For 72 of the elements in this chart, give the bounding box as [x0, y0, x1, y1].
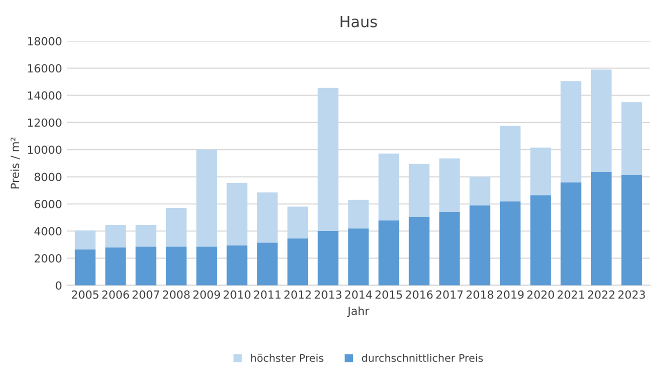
x-tick-label: 2021 — [558, 290, 584, 299]
bar — [257, 192, 278, 243]
bar — [560, 182, 582, 286]
bar — [591, 70, 612, 172]
bar — [74, 249, 96, 286]
y-tick-label: 10000 — [28, 146, 62, 154]
bar — [621, 174, 642, 286]
bar — [348, 200, 369, 228]
x-axis-title: Jahr — [347, 306, 370, 318]
bar — [530, 195, 551, 286]
x-tick-label: 2011 — [254, 290, 280, 299]
bar — [318, 88, 338, 232]
x-tick-label: 2017 — [436, 290, 463, 299]
x-tick-label: 2022 — [588, 290, 614, 299]
bar — [318, 231, 338, 286]
legend-label: höchster Preis — [251, 354, 324, 362]
bar — [196, 246, 217, 286]
y-tick-label: 12000 — [28, 118, 62, 127]
x-tick-label: 2020 — [527, 290, 554, 299]
y-tick-label: 14000 — [28, 91, 62, 100]
bar — [287, 206, 308, 239]
bar — [408, 164, 430, 217]
x-tick-label: 2016 — [406, 290, 433, 299]
y-tick-label: 6000 — [34, 200, 62, 208]
x-tick-label: 2018 — [466, 290, 494, 299]
bar — [530, 148, 551, 196]
x-tick-label: 2015 — [375, 290, 402, 299]
y-tick-label: 2000 — [34, 254, 62, 263]
y-tick-label: 18000 — [28, 37, 62, 46]
bar — [560, 81, 582, 182]
x-tick-label: 2012 — [284, 290, 311, 299]
bar — [500, 201, 521, 286]
bar — [105, 247, 126, 286]
bar — [166, 246, 187, 286]
bar — [226, 182, 248, 246]
y-tick-label: 8000 — [34, 172, 62, 182]
x-tick-label: 2007 — [132, 290, 160, 299]
bar — [378, 220, 400, 286]
x-tick-label: 2014 — [345, 290, 372, 299]
x-tick-label: 2009 — [193, 290, 220, 299]
x-tick-label: 2023 — [618, 290, 645, 299]
x-tick-label: 2010 — [224, 290, 250, 299]
bar — [500, 126, 521, 202]
y-tick-label: 16000 — [28, 64, 62, 73]
bar — [74, 230, 96, 250]
y-tick-label: 4000 — [34, 227, 62, 236]
bar — [287, 238, 308, 286]
bar — [408, 216, 430, 286]
bar — [196, 150, 217, 247]
bar — [136, 246, 156, 286]
bar — [257, 242, 278, 286]
y-tick-label: 0 — [56, 281, 62, 290]
y-axis-title: Preis / m² — [10, 138, 20, 188]
x-tick-label: 2008 — [162, 290, 190, 299]
bar — [105, 224, 126, 248]
x-tick-label: 2019 — [496, 290, 524, 299]
legend-label: durchschnittlicher Preis — [362, 354, 483, 362]
bar — [470, 205, 490, 286]
bar — [470, 176, 490, 206]
bar — [166, 208, 187, 247]
bar — [591, 172, 612, 286]
x-tick-label: 2006 — [102, 290, 130, 299]
bar — [378, 154, 400, 220]
x-tick-label: 2005 — [72, 290, 98, 299]
x-tick-label: 2013 — [314, 290, 342, 299]
bar — [226, 245, 248, 286]
chart-title: Haus — [340, 16, 377, 28]
bar — [348, 228, 369, 286]
bar — [136, 224, 156, 247]
bar — [621, 102, 642, 175]
bar — [439, 212, 460, 286]
bar — [439, 158, 460, 212]
